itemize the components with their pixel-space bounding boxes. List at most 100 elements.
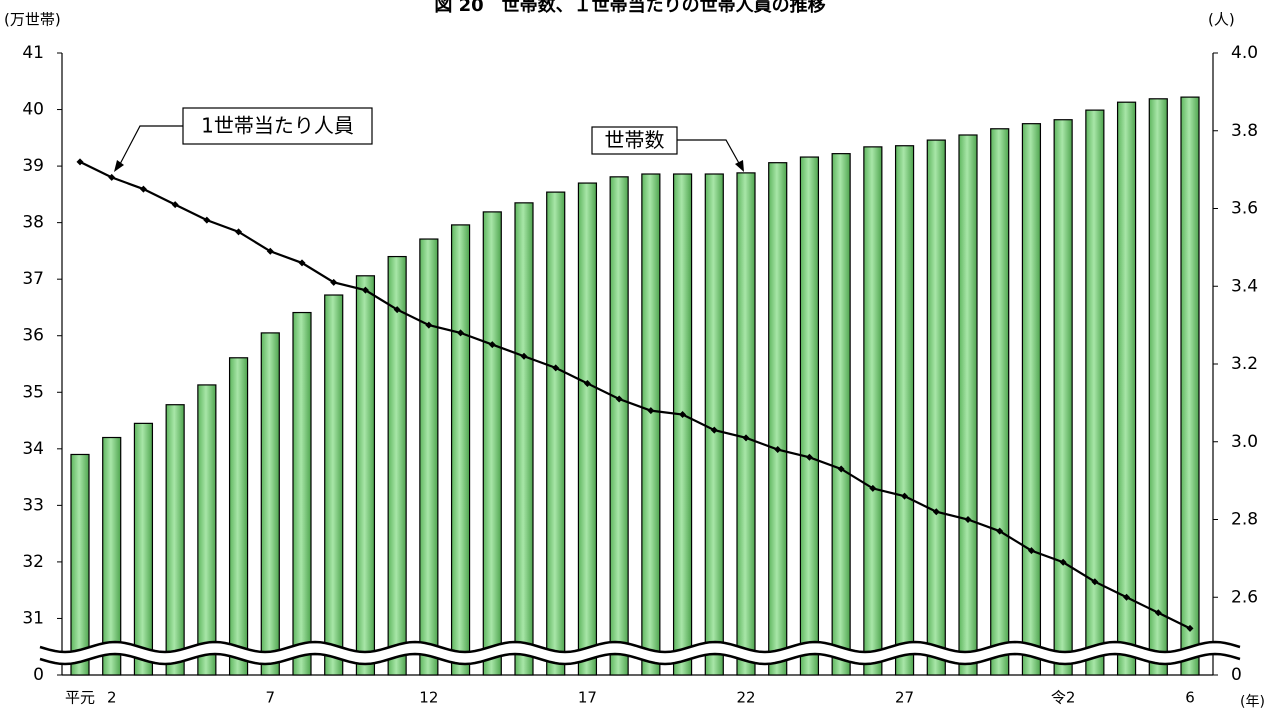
bar xyxy=(704,173,724,676)
line-marker xyxy=(552,364,560,372)
line-marker xyxy=(679,411,687,419)
x-tick-label: 6 xyxy=(1185,689,1195,707)
y2-tick-label: 3.4 xyxy=(1231,276,1258,296)
x-tick-label: 12 xyxy=(419,689,438,707)
line-marker xyxy=(457,329,465,337)
y-tick-label: 38 xyxy=(22,213,44,233)
line-marker xyxy=(837,465,845,473)
y-tick-label: 0 xyxy=(33,665,44,685)
bar xyxy=(165,404,185,676)
line-marker xyxy=(1091,578,1099,586)
chart-title: 図 20 世帯数、１世帯当たりの世帯人員の推移 xyxy=(434,0,825,16)
line-marker xyxy=(203,216,211,224)
bar xyxy=(799,156,820,676)
bar xyxy=(641,173,661,676)
x-tick-label: 2 xyxy=(107,689,117,707)
line-marker xyxy=(615,395,623,403)
bar xyxy=(1116,101,1137,676)
callout-box xyxy=(182,107,373,145)
x-tick-label: 令2 xyxy=(1051,689,1076,707)
line-marker xyxy=(488,341,496,349)
line-marker xyxy=(1027,547,1035,555)
line-series xyxy=(79,160,1191,630)
line-marker xyxy=(298,259,306,267)
line-marker xyxy=(583,379,591,387)
bar xyxy=(736,172,756,676)
bar xyxy=(102,436,122,676)
bar xyxy=(768,162,788,676)
bar xyxy=(609,176,629,676)
series-label: 1世帯当たり人員 xyxy=(201,114,354,138)
bar xyxy=(926,139,946,676)
bar xyxy=(133,422,154,676)
bar xyxy=(1085,109,1105,676)
callout-arrow xyxy=(114,160,124,172)
bar xyxy=(70,453,90,676)
callout-leader xyxy=(677,139,741,166)
bar xyxy=(577,182,598,676)
y2-tick-label: 2.6 xyxy=(1231,587,1258,607)
line-marker xyxy=(774,446,782,454)
bar xyxy=(228,357,249,676)
y-axis-label: (万世帯) xyxy=(4,11,61,29)
bar xyxy=(1053,119,1073,676)
y2-tick-label: 4.0 xyxy=(1231,43,1258,63)
line-marker xyxy=(361,286,369,294)
line-marker xyxy=(710,426,718,434)
bar xyxy=(419,238,439,676)
bar xyxy=(831,153,851,676)
line-marker xyxy=(76,158,84,166)
y2-tick-label: 0 xyxy=(1231,665,1242,685)
y-tick-label: 40 xyxy=(22,100,44,120)
bar xyxy=(450,224,471,676)
series-label: 世帯数 xyxy=(605,128,665,152)
y-tick-label: 41 xyxy=(22,43,44,63)
bar xyxy=(672,173,693,676)
bar xyxy=(197,384,217,676)
bar xyxy=(894,145,915,676)
callout-arrow xyxy=(735,160,744,172)
y2-tick-label: 2.8 xyxy=(1231,510,1258,530)
bar xyxy=(863,146,883,676)
bar xyxy=(387,255,407,676)
line-marker xyxy=(1059,558,1067,566)
bar xyxy=(1148,98,1168,676)
y-tick-label: 34 xyxy=(22,439,44,459)
line-marker xyxy=(1154,609,1162,617)
line-marker xyxy=(171,201,179,209)
line-marker xyxy=(520,352,528,360)
y-tick-label: 33 xyxy=(22,495,44,515)
bar xyxy=(324,294,344,676)
y-tick-label: 37 xyxy=(22,269,44,289)
line-marker xyxy=(901,492,909,500)
x-tick-label: 22 xyxy=(736,689,755,707)
bar xyxy=(958,134,978,676)
y-tick-label: 36 xyxy=(22,326,44,346)
line-marker xyxy=(805,453,813,461)
line-marker xyxy=(932,508,940,516)
line-marker xyxy=(742,434,750,442)
line-marker xyxy=(1123,593,1131,601)
line-marker xyxy=(330,278,338,286)
line-marker xyxy=(869,484,877,492)
bar xyxy=(482,211,502,676)
x-tick-label: 27 xyxy=(895,689,914,707)
line-marker xyxy=(393,306,401,314)
y2-tick-label: 3.0 xyxy=(1231,432,1258,452)
bar xyxy=(546,191,566,676)
line-marker xyxy=(996,527,1004,535)
x-axis-label: (年) xyxy=(1240,694,1265,710)
y2-tick-label: 3.2 xyxy=(1231,354,1258,374)
line-marker xyxy=(647,407,655,415)
line-marker xyxy=(1186,624,1194,632)
line-marker xyxy=(108,173,116,181)
x-tick-label: 17 xyxy=(578,689,597,707)
axis-break-line xyxy=(39,640,1241,654)
bar xyxy=(1021,123,1042,676)
callout-leader xyxy=(118,125,183,167)
line-marker xyxy=(235,228,243,236)
y-tick-label: 39 xyxy=(22,156,44,176)
bar xyxy=(1180,96,1200,676)
